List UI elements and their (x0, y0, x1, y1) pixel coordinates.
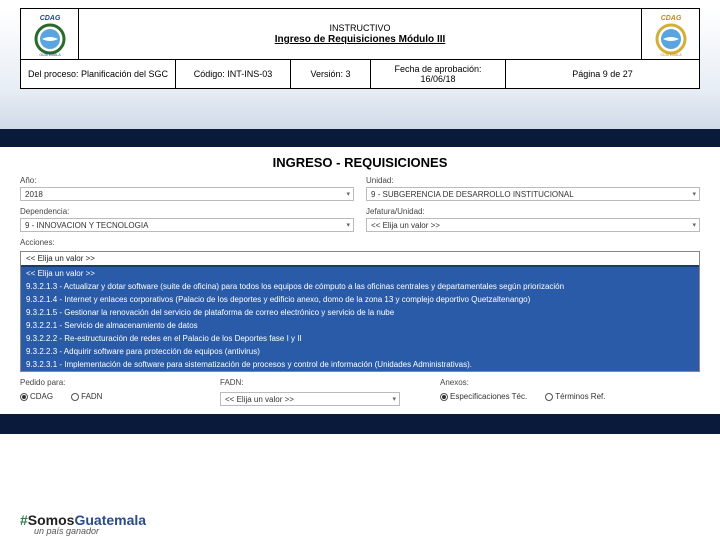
header-line1: INSTRUCTIVO (329, 23, 390, 33)
radio-icon (545, 393, 553, 401)
label-acciones: Acciones: (20, 238, 700, 247)
header-codigo: Código: INT-INS-03 (176, 60, 291, 88)
radio-label: FADN (81, 392, 102, 401)
dropdown-item[interactable]: 9.3.2.1.5 - Gestionar la renovación del … (21, 306, 699, 319)
header-fecha: Fecha de aprobación: 16/06/18 (371, 60, 506, 88)
footer-slogan: #SomosGuatemala un país ganador (20, 512, 146, 536)
anexos-options: Especificaciones Téc. Términos Ref. (440, 392, 700, 401)
radio-option[interactable]: Especificaciones Téc. (440, 392, 527, 401)
dropdown-item[interactable]: 9.3.2.2.2 - Re-estructuración de redes e… (21, 332, 699, 345)
label-fadn: FADN: (220, 378, 440, 387)
system-top-bar (0, 129, 720, 147)
select-dependencia[interactable]: 9 - INNOVACION Y TECNOLOGIA (20, 218, 354, 232)
logo-left: CDAG GUATEMALA (21, 9, 79, 59)
dropdown-item[interactable]: 9.3.2.1.3 - Actualizar y dotar software … (21, 280, 699, 293)
radio-label: Términos Ref. (555, 392, 605, 401)
value-ano: 2018 (25, 190, 43, 199)
system-bottom-bar (0, 414, 720, 434)
dropdown-item[interactable]: 9.3.2.3.1 - Implementación de software p… (21, 358, 699, 371)
logo-right: CDAG GUATEMALA (641, 9, 699, 59)
value-unidad: 9 - SUBGERENCIA DE DESARROLLO INSTITUCIO… (371, 190, 574, 199)
label-ano: Año: (20, 176, 354, 185)
page-title: INGRESO - REQUISICIONES (0, 147, 720, 176)
label-jefatura: Jefatura/Unidad: (366, 207, 700, 216)
select-fadn[interactable]: << Elija un valor >> (220, 392, 400, 406)
radio-icon (20, 393, 28, 401)
svg-text:GUATEMALA: GUATEMALA (660, 53, 682, 57)
radio-icon (71, 393, 79, 401)
value-dependencia: 9 - INNOVACION Y TECNOLOGIA (25, 221, 148, 230)
svg-text:CDAG: CDAG (39, 15, 60, 22)
radio-icon (440, 393, 448, 401)
header-line2: Ingreso de Requisiciones Módulo III (275, 34, 446, 45)
radio-option[interactable]: Términos Ref. (545, 392, 605, 401)
dropdown-item[interactable]: 9.3.2.2.1 - Servicio de almacenamiento d… (21, 319, 699, 332)
value-jefatura: << Elija un valor >> (371, 221, 440, 230)
radio-label: CDAG (30, 392, 53, 401)
dropdown-item[interactable]: 9.3.2.1.4 - Internet y enlaces corporati… (21, 293, 699, 306)
select-unidad[interactable]: 9 - SUBGERENCIA DE DESARROLLO INSTITUCIO… (366, 187, 700, 201)
header-proceso: Del proceso: Planificación del SGC (21, 60, 176, 88)
label-dependencia: Dependencia: (20, 207, 354, 216)
footer-hash: # (20, 512, 28, 528)
header-title: INSTRUCTIVO Ingreso de Requisiciones Mód… (79, 9, 641, 59)
label-anexos: Anexos: (440, 378, 700, 387)
header-pagina: Página 9 de 27 (506, 60, 699, 88)
dropdown-item[interactable]: << Elija un valor >> (21, 252, 699, 265)
dropdown-item[interactable]: 9.3.2.2.3 - Adquirir software para prote… (21, 345, 699, 358)
header-version: Versión: 3 (291, 60, 371, 88)
acciones-dropdown[interactable]: << Elija un valor >> << Elija un valor >>… (20, 251, 700, 372)
radio-option[interactable]: CDAG (20, 392, 53, 401)
select-jefatura[interactable]: << Elija un valor >> (366, 218, 700, 232)
form-area: Año: 2018 Unidad: 9 - SUBGERENCIA DE DES… (0, 176, 720, 247)
dropdown-item[interactable]: << Elija un valor >> (21, 267, 699, 280)
label-pedido: Pedido para: (20, 378, 220, 387)
radio-option[interactable]: FADN (71, 392, 102, 401)
svg-text:GUATEMALA: GUATEMALA (39, 53, 61, 57)
svg-text:CDAG: CDAG (660, 15, 681, 22)
select-ano[interactable]: 2018 (20, 187, 354, 201)
pedido-options: CDAG FADN (20, 392, 220, 401)
radio-label: Especificaciones Téc. (450, 392, 527, 401)
value-fadn: << Elija un valor >> (225, 395, 294, 404)
label-unidad: Unidad: (366, 176, 700, 185)
document-header: CDAG GUATEMALA INSTRUCTIVO Ingreso de Re… (20, 8, 700, 89)
